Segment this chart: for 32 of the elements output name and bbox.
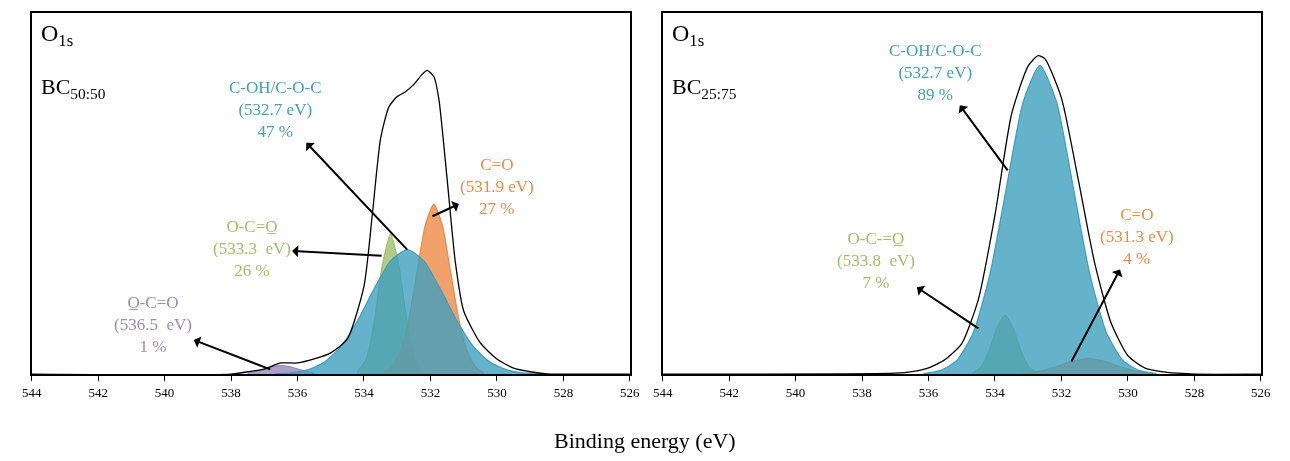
x-tick-label: 536 (287, 384, 308, 400)
annotation: BC$_{25:75}$ (672, 74, 737, 102)
x-tick-label: 534 (985, 384, 1006, 400)
text: O$_{1s}$ (41, 20, 74, 51)
annotation: C-OH/C-O-C (532.7 eV) 47 % (229, 78, 322, 142)
annotation: O-C-=O̲ (533.8 eV) 7 % (837, 229, 915, 293)
x-tick-label: 528 (553, 384, 574, 400)
x-tick-label: 530 (487, 384, 507, 400)
x-tick-label: 538 (221, 384, 241, 400)
x-tick-label: 526 (620, 384, 641, 400)
text: O$_{1s}$ (672, 20, 705, 51)
x-tick-label: 540 (785, 384, 806, 400)
x-tick-label: 542 (88, 384, 108, 400)
annotation: C-OH/C-O-C (532.7 eV) 89 % (889, 41, 982, 105)
annotation: BC$_{50:50}$ (41, 74, 106, 102)
x-tick-label: 544 (21, 384, 42, 400)
x-tick-label: 526 (1251, 384, 1272, 400)
x-tick-label: 532 (1051, 384, 1072, 400)
x-tick-label: 534 (354, 384, 375, 400)
x-tick-label: 528 (1184, 384, 1205, 400)
x-axis-title: Binding energy (eV) (554, 428, 736, 453)
x-tick-label: 542 (719, 384, 739, 400)
annotation: O̲-C=O (536.5 eV) 1 % (114, 293, 192, 357)
annotation: C=O (531.3 eV) 4 % (1100, 205, 1174, 269)
x-tick-label: 530 (1118, 384, 1138, 400)
annotation: C=O (531.9 eV) 27 % (460, 155, 534, 219)
x-tick-label: 532 (420, 384, 441, 400)
x-tick-label: 538 (852, 384, 872, 400)
x-tick-label: 544 (652, 384, 673, 400)
x-tick-label: 536 (918, 384, 939, 400)
annotation: O-C=O̲ (533.3 eV) 26 % (213, 217, 291, 281)
x-tick-label: 540 (154, 384, 175, 400)
